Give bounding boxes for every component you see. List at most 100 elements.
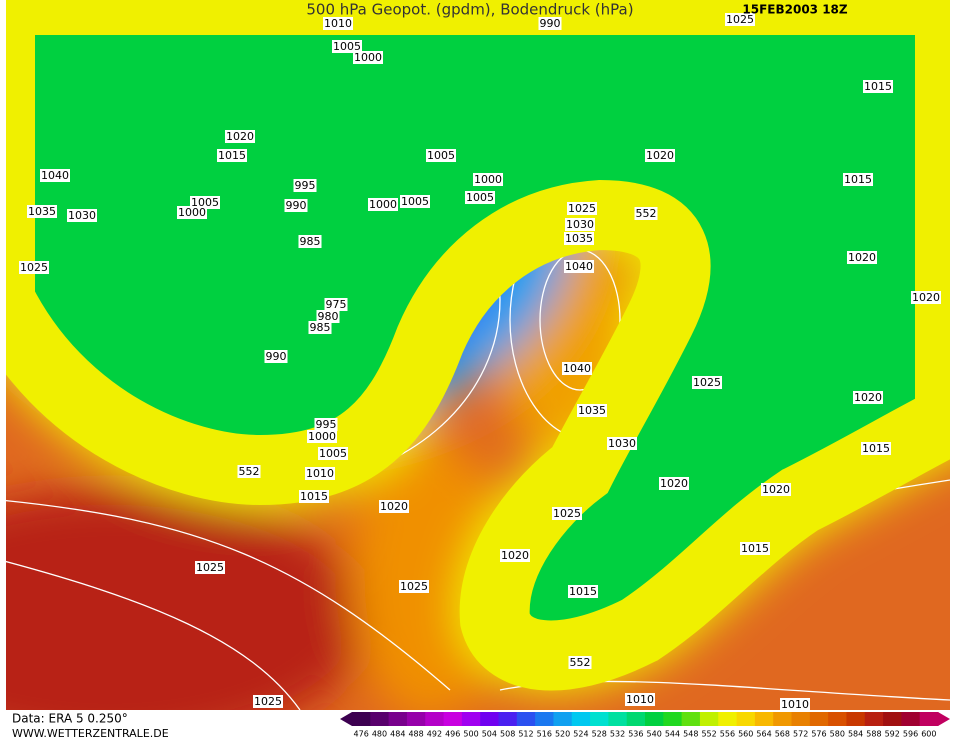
- label-box: [659, 477, 689, 490]
- label-box: [565, 218, 595, 231]
- isobar-label: 1035: [565, 232, 593, 245]
- isobar-label: 1010: [626, 693, 654, 706]
- colorbar-label: 580: [830, 730, 845, 739]
- colorbar: 476 480 484 488 492 496 500 504 508 512 516 520 524 5…: [340, 712, 950, 739]
- label-box: [568, 585, 598, 598]
- colorbar-label: 480: [372, 730, 387, 739]
- isobar-label: 995: [295, 179, 316, 192]
- colorbar-label: 552: [701, 730, 716, 739]
- colorbar-swatch: [425, 712, 445, 726]
- isobar-label: 1005: [191, 196, 219, 209]
- colorbar-label: 504: [482, 730, 497, 739]
- colorbar-swatch: [754, 712, 774, 726]
- isobar-label: 1010: [324, 17, 352, 30]
- isobar-label: 1010: [781, 698, 809, 711]
- colorbar-swatch: [791, 712, 811, 726]
- colorbar-swatch: [645, 712, 664, 726]
- colorbar-swatch: [480, 712, 499, 726]
- isobar-label: 1020: [912, 291, 940, 304]
- label-box: [253, 695, 283, 708]
- isobar-label: 1035: [578, 404, 606, 417]
- isobar-label: 1005: [466, 191, 494, 204]
- label-box: [299, 490, 329, 503]
- colorbar-label: 588: [866, 730, 881, 739]
- label-box: [567, 202, 597, 215]
- label-box: [500, 549, 530, 562]
- label-box: [564, 260, 594, 273]
- isobar-label: 1025: [20, 261, 48, 274]
- colorbar-label: 488: [408, 730, 423, 739]
- title: 500 hPa Geopot. (gpdm), Bodendruck (hPa): [306, 1, 633, 19]
- colorbar-label: 492: [427, 730, 442, 739]
- isobar-label: 1020: [501, 549, 529, 562]
- isobar-label: 552: [570, 656, 591, 669]
- isobar-label: 1025: [568, 202, 596, 215]
- colorbar-label: 508: [500, 730, 515, 739]
- label-box: [305, 467, 335, 480]
- colorbar-label: 564: [756, 730, 771, 739]
- isobar-label: 1020: [854, 391, 882, 404]
- colorbar-swatch: [626, 712, 646, 726]
- colorbar-swatch: [498, 712, 518, 726]
- isobar-label: 990: [266, 350, 287, 363]
- isobar-label: 1005: [333, 40, 361, 53]
- label-box: [911, 291, 941, 304]
- isobar-label: 1000: [354, 51, 382, 64]
- colorbar-label: 548: [683, 730, 698, 739]
- label-box: [307, 430, 337, 443]
- label-box: [298, 235, 322, 248]
- colorbar-swatch: [663, 712, 683, 726]
- label-box: [332, 40, 362, 53]
- label-box: [552, 507, 582, 520]
- label-box: [645, 149, 675, 162]
- label-box: [725, 13, 755, 26]
- label-box: [353, 51, 383, 64]
- isobar-label: 1005: [319, 447, 347, 460]
- label-box: [538, 17, 562, 30]
- colorbar-label: 484: [390, 730, 405, 739]
- label-box: [40, 169, 70, 182]
- label-box: [217, 149, 247, 162]
- colorbar-swatch: [406, 712, 426, 726]
- isobar-label: 1025: [254, 695, 282, 708]
- isobar-label: 1030: [608, 437, 636, 450]
- colorbar-label: 520: [555, 730, 570, 739]
- label-box: [293, 179, 317, 192]
- label-box: [308, 321, 332, 334]
- colorbar-label: 528: [592, 730, 607, 739]
- colorbar-label: 572: [793, 730, 808, 739]
- colorbar-label: 596: [903, 730, 918, 739]
- label-box: [264, 350, 288, 363]
- isobar-label: 990: [540, 17, 561, 30]
- colorbar-swatch: [883, 712, 902, 726]
- colorbar-label: 540: [647, 730, 662, 739]
- colorbar-swatch: [590, 712, 609, 726]
- colorbar-label: 568: [775, 730, 790, 739]
- label-box: [853, 391, 883, 404]
- label-box: [399, 580, 429, 593]
- colorbar-arrow-left: [340, 712, 352, 726]
- isobar-label: 1030: [68, 209, 96, 222]
- colorbar-label: 512: [518, 730, 533, 739]
- colorbar-swatch: [553, 712, 573, 726]
- colorbar-swatch: [919, 712, 939, 726]
- colorbar-label: 556: [720, 730, 735, 739]
- isobar-label: 1000: [178, 206, 206, 219]
- isobar-label: 1005: [427, 149, 455, 162]
- label-box: [379, 500, 409, 513]
- label-box: [847, 251, 877, 264]
- isobar-label: 1000: [308, 430, 336, 443]
- colorbar-label: 476: [354, 730, 369, 739]
- label-box: [225, 130, 255, 143]
- colorbar-swatch: [352, 712, 371, 726]
- isobar-label: 1020: [848, 251, 876, 264]
- colorbar-swatch: [461, 712, 481, 726]
- isobar-label: 1015: [864, 80, 892, 93]
- label-box: [607, 437, 637, 450]
- label-box: [634, 207, 658, 220]
- isobar-label: 1000: [369, 198, 397, 211]
- colorbar-label: 524: [573, 730, 588, 739]
- label-box: [177, 206, 207, 219]
- colorbar-label: 560: [738, 730, 753, 739]
